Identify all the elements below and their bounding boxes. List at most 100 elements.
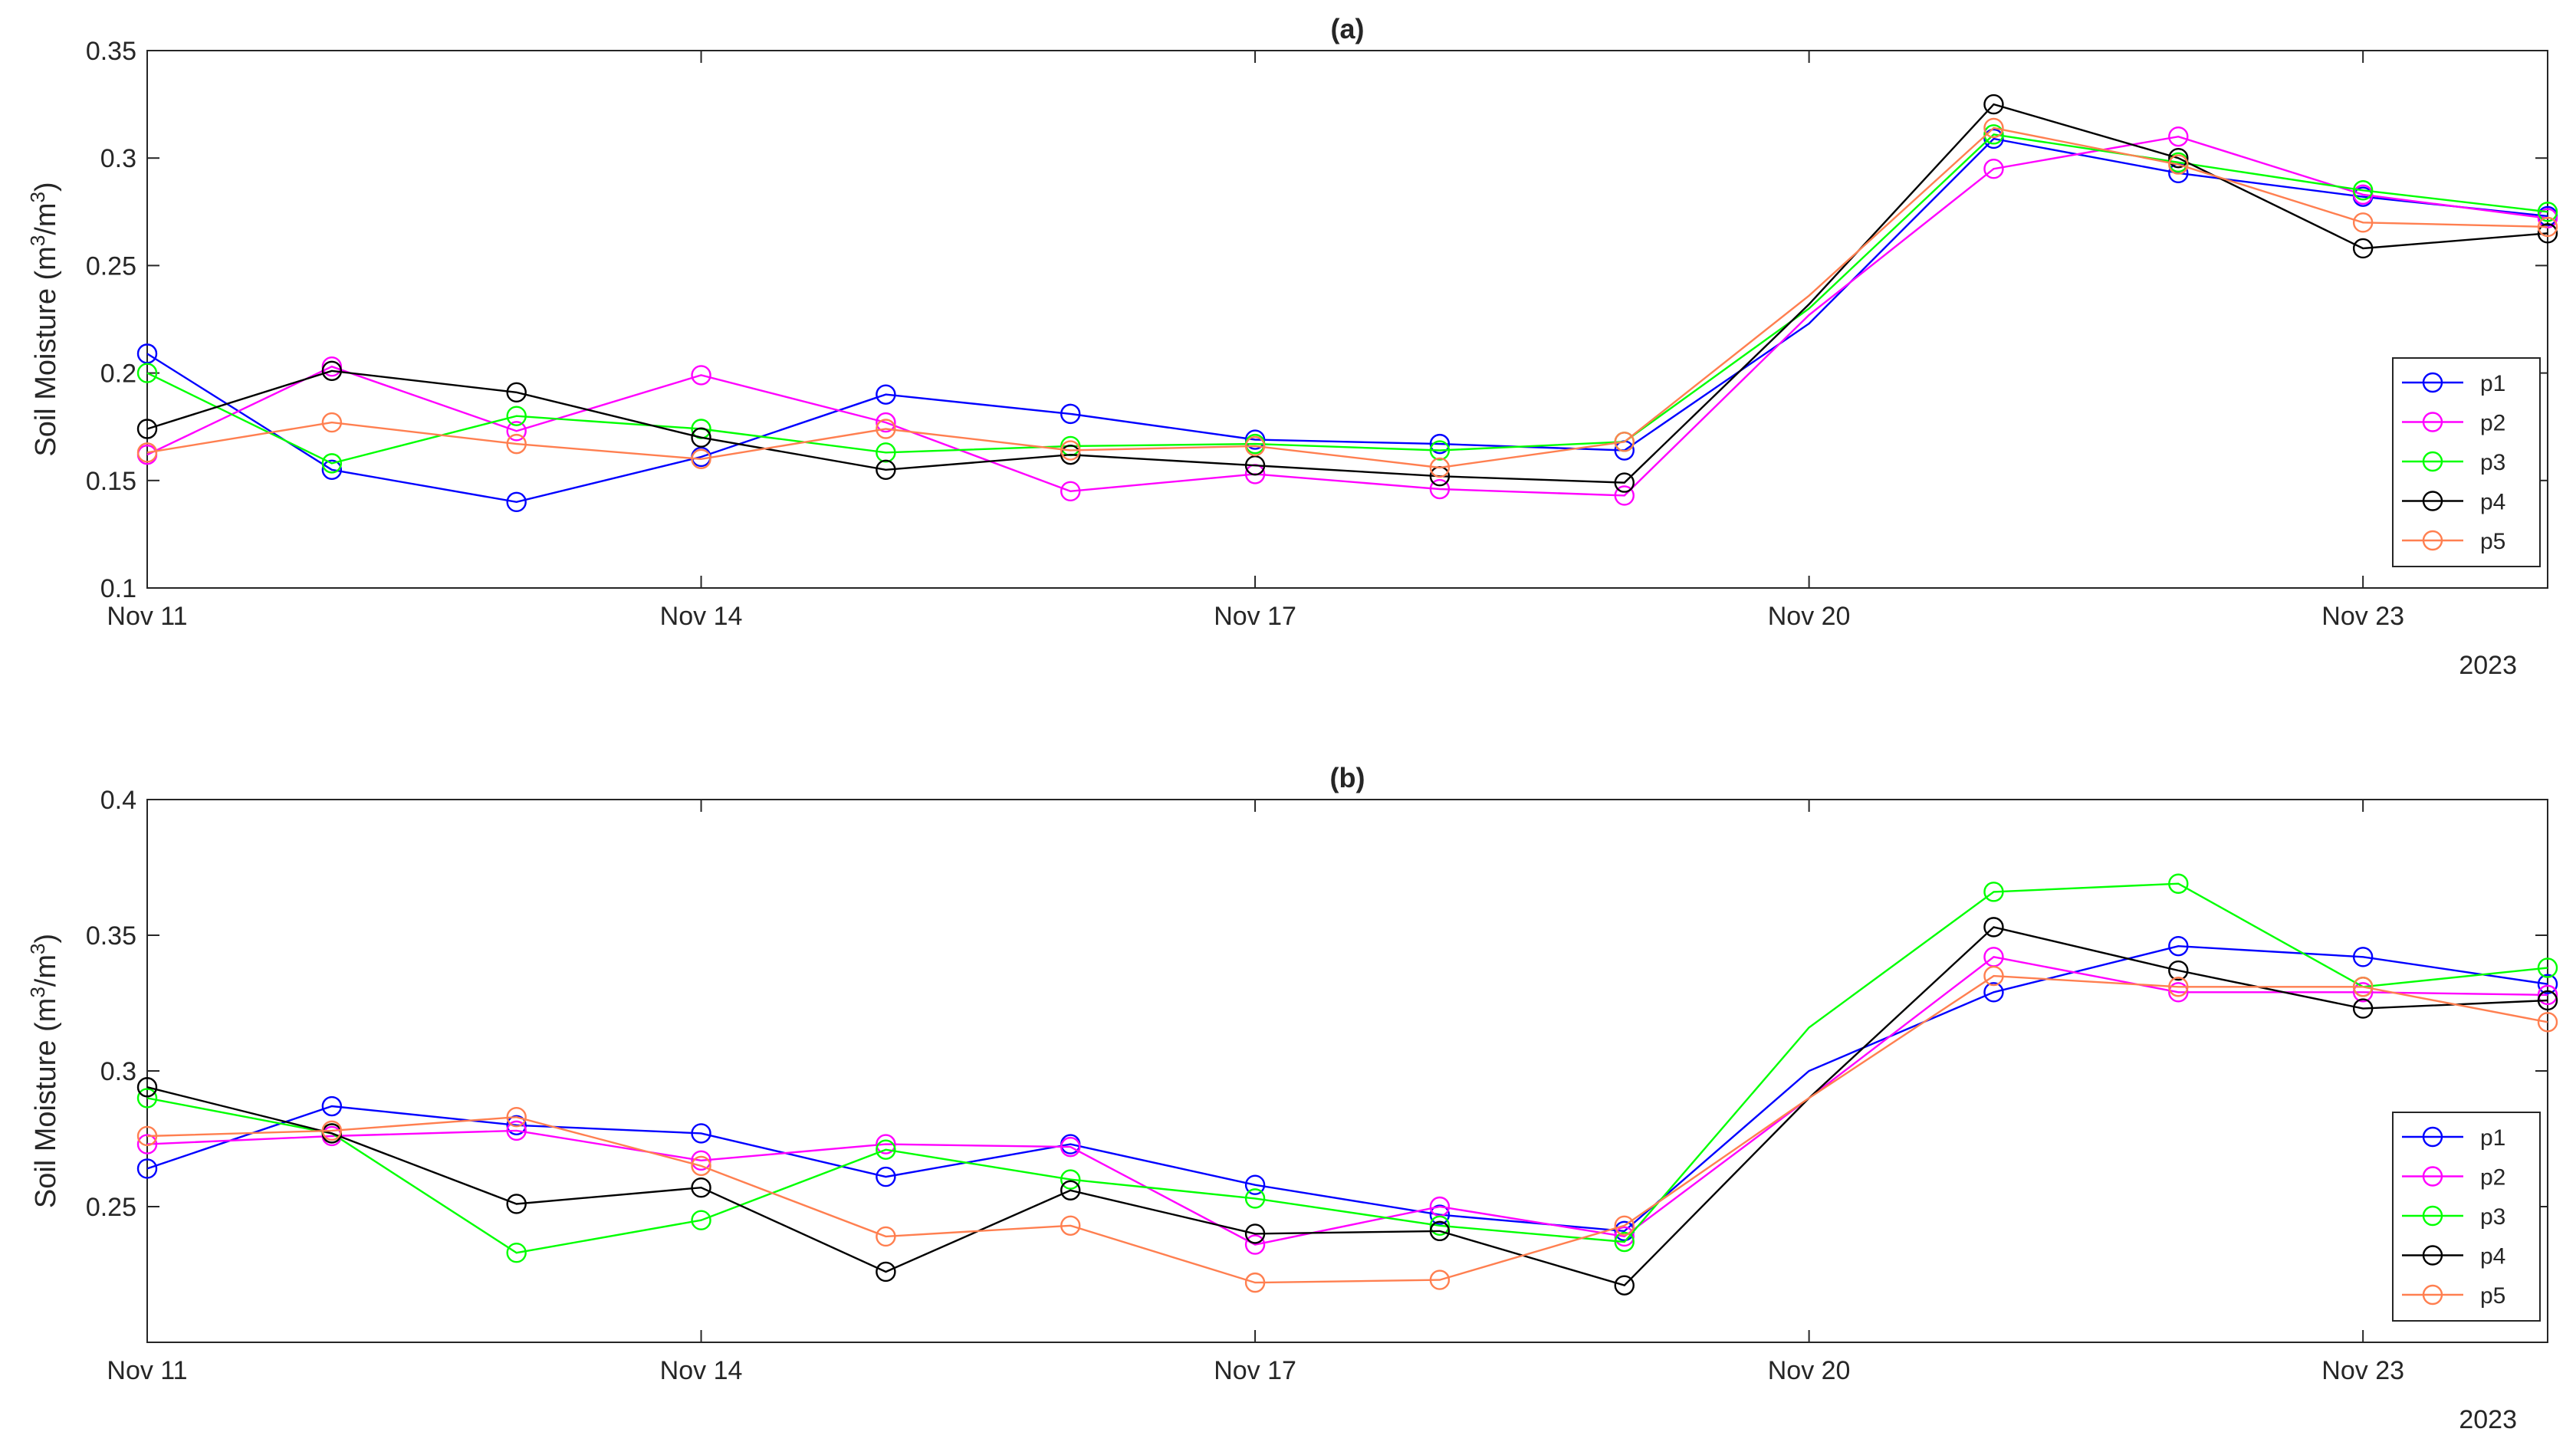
- panel-a-series-p5-point: [506, 433, 527, 455]
- panel-b-series-p3-point: [1060, 1169, 1081, 1190]
- panel-b-series-p4-point: [2352, 998, 2374, 1019]
- panel-b-series-p3-point: [1429, 1215, 1451, 1236]
- panel-b-series-p2-point: [1060, 1136, 1081, 1158]
- panel-a-legend-entry-p5: p5: [2480, 529, 2505, 554]
- panel-b-series-p4-point: [2537, 990, 2558, 1011]
- panel-a-series-p4-point: [691, 427, 711, 448]
- panel-a-series-p1-point: [1983, 128, 2004, 149]
- panel-a-legend-swatch-marker: [2422, 372, 2443, 393]
- panel-a-series-p3-point: [136, 363, 158, 383]
- panel-b-legend-entry-p2: p2: [2480, 1165, 2505, 1191]
- panel-a-series-p1-point: [136, 343, 158, 364]
- panel-b-series-p5-point: [1983, 965, 2004, 987]
- panel-a-series-p1-point: [876, 384, 896, 405]
- panel-a-series-p5-point: [2352, 212, 2374, 233]
- panel-b-ylabel: Soil Moisture (m3/m3): [26, 934, 62, 1208]
- panel-a-series-p5-point: [2537, 216, 2558, 238]
- panel-a-series-p3-point: [876, 442, 896, 463]
- panel-a-legend-swatch-marker: [2422, 530, 2443, 551]
- panel-b-series-p2-point: [506, 1120, 527, 1141]
- panel-a-legend: p1 p2 p3 p4 p5: [2392, 357, 2541, 567]
- panel-a-year-label: 2023: [2459, 651, 2517, 680]
- panel-a-series-p4-point: [1983, 94, 2004, 115]
- panel-b-legend-swatch-marker: [2422, 1166, 2443, 1187]
- panel-b-axes-box: [146, 799, 2548, 1343]
- panel-b-xtick-label: Nov 11: [107, 1356, 187, 1385]
- panel-a-series-p5-point: [321, 412, 343, 433]
- panel-b-series-p1-point: [876, 1166, 896, 1187]
- panel-a-ytick-label: 0.2: [100, 360, 136, 389]
- panel-b-series-p3-point: [2168, 873, 2189, 894]
- panel-b-series-p2-line: [146, 956, 2548, 1246]
- panel-a-axes-box: [146, 50, 2548, 589]
- panel-a-legend-entry-p4: p4: [2480, 490, 2505, 515]
- panel-a-legend-swatch-marker: [2422, 491, 2443, 511]
- panel-a-title: (a): [1331, 13, 1365, 44]
- panel-a-series-p4-point: [1060, 444, 1081, 465]
- panel-a-xtick-label: Nov 11: [107, 602, 187, 631]
- panel-b-series-p4-point: [1244, 1223, 1266, 1244]
- panel-a-series-p2-point: [506, 421, 527, 442]
- panel-a-series-p4-point: [321, 360, 343, 381]
- panel-b-series-p5-point: [1429, 1269, 1451, 1290]
- panel-a-series-p3-point: [321, 453, 343, 474]
- panel-b-ytick-label: 0.4: [100, 786, 136, 815]
- panel-a-series-p5-point: [1983, 117, 2004, 139]
- panel-a-series-p3-point: [1429, 440, 1451, 461]
- panel-b-series-p3-point: [506, 1242, 527, 1263]
- panel-b-legend-swatch-marker: [2422, 1245, 2443, 1266]
- panel-a-series-p3-point: [506, 406, 527, 426]
- panel-a-series-p4-point: [1614, 472, 1635, 493]
- panel-b-series-p3-line: [146, 882, 2548, 1254]
- panel-a-series-p1-line: [146, 137, 2548, 504]
- panel-a-series-p4-point: [1244, 455, 1266, 476]
- panel-a: 0.1 0.15 0.2 0.25 0.3 0.35 Nov 11 Nov 14 Nov 17 N…: [26, 13, 2558, 680]
- panel-b-xtick-label: Nov 14: [660, 1356, 743, 1385]
- panel-b-legend-entry-p5: p5: [2480, 1283, 2505, 1309]
- panel-a-xtick-label: Nov 23: [2321, 602, 2404, 631]
- panel-a-series-p5-point: [1429, 457, 1451, 478]
- panel-a-series-p5-point: [1060, 440, 1081, 461]
- panel-a-series-p5-line: [146, 126, 2548, 469]
- panel-b-series-p2-point: [2352, 982, 2374, 1003]
- panel-b-ytick-label: 0.25: [86, 1193, 136, 1222]
- panel-b-series-p3-point: [1983, 882, 2004, 902]
- panel-b-xtick-label: Nov 17: [1214, 1356, 1296, 1385]
- panel-b-series-p4-point: [136, 1077, 158, 1098]
- panel-b-year-label: 2023: [2459, 1405, 2517, 1432]
- panel-b-series-p1-point: [1429, 1204, 1451, 1225]
- panel-b-series-p5-point: [2168, 977, 2189, 997]
- panel-a-series-p2-point: [321, 356, 343, 377]
- panel-b-series-p3-point: [691, 1210, 711, 1230]
- panel-a-series-p4-line: [146, 103, 2548, 484]
- panel-a-series-p3-point: [2537, 202, 2558, 222]
- panel-b-series-p2-point: [136, 1134, 158, 1154]
- panel-b-series-p5-point: [1614, 1215, 1635, 1236]
- panel-b-series-p1-point: [1244, 1174, 1266, 1195]
- panel-b-series-p4-line: [146, 926, 2548, 1287]
- panel-a-xtick-label: Nov 17: [1214, 602, 1296, 631]
- panel-b-series-p1-point: [2537, 974, 2558, 994]
- panel-a-legend-entry-p2: p2: [2480, 411, 2505, 436]
- panel-b-series-p5-line: [146, 974, 2548, 1284]
- panel-b-legend: p1 p2 p3 p4 p5: [2392, 1112, 2541, 1322]
- panel-b-series-p1-line: [146, 944, 2548, 1233]
- panel-b-xtick-label: Nov 23: [2321, 1356, 2404, 1385]
- panel-b-series-p2-point: [1614, 1226, 1635, 1247]
- panel-a-series-p4-point: [876, 459, 896, 480]
- panel-a-series-p5-point: [876, 419, 896, 439]
- panel-b-series-p4-point: [691, 1177, 711, 1198]
- panel-a-ytick-label: 0.1: [100, 574, 136, 603]
- panel-b: 0.25 0.3 0.35 0.4 Nov 11 Nov 14 Nov 17 Nov 20 No…: [26, 762, 2558, 1432]
- panel-a-ytick-label: 0.35: [86, 37, 136, 66]
- panel-b-series-p4-point: [1614, 1275, 1635, 1296]
- panel-b-series-p4-point: [506, 1194, 527, 1214]
- panel-b-series-p3-point: [2537, 957, 2558, 978]
- panel-a-series-p4-point: [2537, 223, 2558, 244]
- panel-b-series-p1-point: [2168, 935, 2189, 957]
- panel-b-series-p3-point: [876, 1139, 896, 1160]
- panel-a-series-p2-point: [1983, 159, 2004, 179]
- panel-a-series-p3-point: [1983, 124, 2004, 145]
- panel-b-legend-entry-p1: p1: [2480, 1125, 2505, 1151]
